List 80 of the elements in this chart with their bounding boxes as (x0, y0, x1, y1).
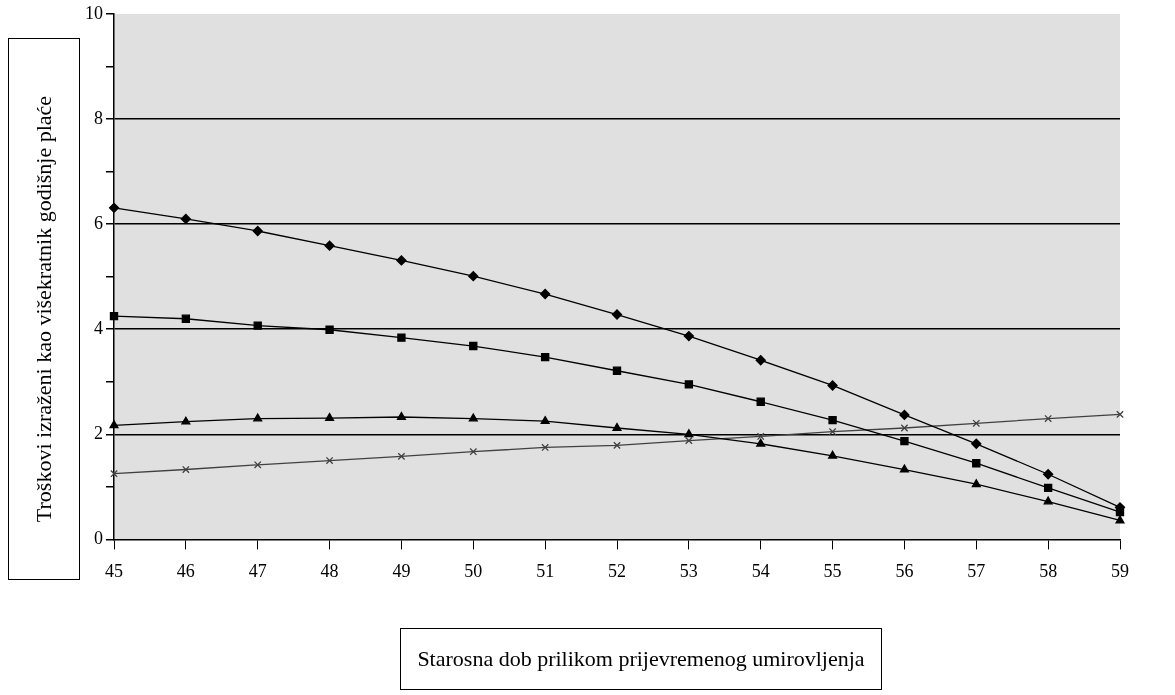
point (684, 380, 694, 389)
point (1044, 414, 1052, 423)
x-tick-label: 50 (464, 560, 483, 581)
point (900, 436, 909, 446)
y-tick-label: 10 (85, 2, 103, 23)
point (612, 422, 622, 431)
y-tick-label: 4 (94, 317, 103, 338)
point (971, 438, 982, 449)
y-axis-title: Troškovi izraženi kao višekratnik godišnje plaće (31, 95, 57, 523)
x-tick-label: 58 (1039, 560, 1058, 581)
x-tick-label: 47 (248, 560, 267, 581)
point (827, 380, 838, 391)
point (182, 465, 190, 474)
point (1116, 410, 1124, 419)
point (541, 443, 549, 452)
x-tick-label: 59 (1111, 560, 1129, 581)
point (253, 413, 263, 422)
x-tick-label: 56 (895, 560, 914, 581)
point (828, 450, 838, 459)
y-tick-label: 2 (94, 423, 103, 444)
y-tick-label: 6 (94, 212, 103, 233)
point (1043, 496, 1053, 505)
point (685, 436, 693, 445)
point (971, 479, 981, 488)
point (108, 202, 120, 214)
point (325, 456, 334, 465)
point (181, 314, 191, 323)
x-tick-label: 48 (320, 560, 339, 581)
point (899, 409, 910, 421)
point (684, 429, 694, 438)
x-tick-label: 55 (823, 560, 842, 581)
point (756, 432, 765, 441)
point (325, 412, 335, 421)
point (1115, 515, 1125, 524)
x-tick-label: 54 (751, 560, 770, 581)
point (540, 416, 550, 425)
x-tick-label: 51 (536, 560, 555, 581)
point (613, 441, 621, 450)
x-tick-label: 57 (967, 560, 986, 581)
x-tick-label: 53 (679, 560, 698, 581)
point (972, 459, 981, 468)
point (468, 413, 478, 422)
point (181, 416, 191, 425)
point (756, 397, 765, 406)
point (612, 366, 622, 375)
point (828, 415, 837, 425)
point (396, 411, 406, 420)
point (324, 240, 335, 251)
x-axis-title: Starosna dob prilikom prijevremenog umirovljenja (400, 628, 882, 690)
point (180, 213, 192, 225)
point (252, 225, 263, 237)
point (109, 311, 119, 321)
point (253, 460, 262, 469)
point (253, 321, 262, 330)
point (397, 452, 406, 461)
x-tick-label: 49 (392, 560, 411, 581)
point (469, 447, 478, 456)
y-tick-label: 0 (94, 528, 103, 549)
point (755, 355, 766, 366)
point (396, 255, 407, 266)
point (972, 419, 981, 428)
point (899, 464, 909, 473)
point (683, 330, 695, 342)
point (828, 427, 837, 436)
point (110, 469, 118, 478)
point (540, 352, 550, 362)
x-tick-label: 45 (105, 560, 123, 581)
point (469, 341, 478, 351)
point (539, 288, 551, 300)
y-tick-label: 8 (94, 107, 103, 128)
x-tick-label: 52 (608, 560, 626, 581)
point (397, 333, 406, 342)
point (468, 271, 479, 282)
point (109, 420, 119, 429)
x-tick-label: 46 (176, 560, 195, 581)
point (756, 438, 766, 447)
point (325, 325, 334, 334)
point (900, 424, 909, 432)
point (1042, 469, 1054, 480)
point (1043, 483, 1053, 493)
